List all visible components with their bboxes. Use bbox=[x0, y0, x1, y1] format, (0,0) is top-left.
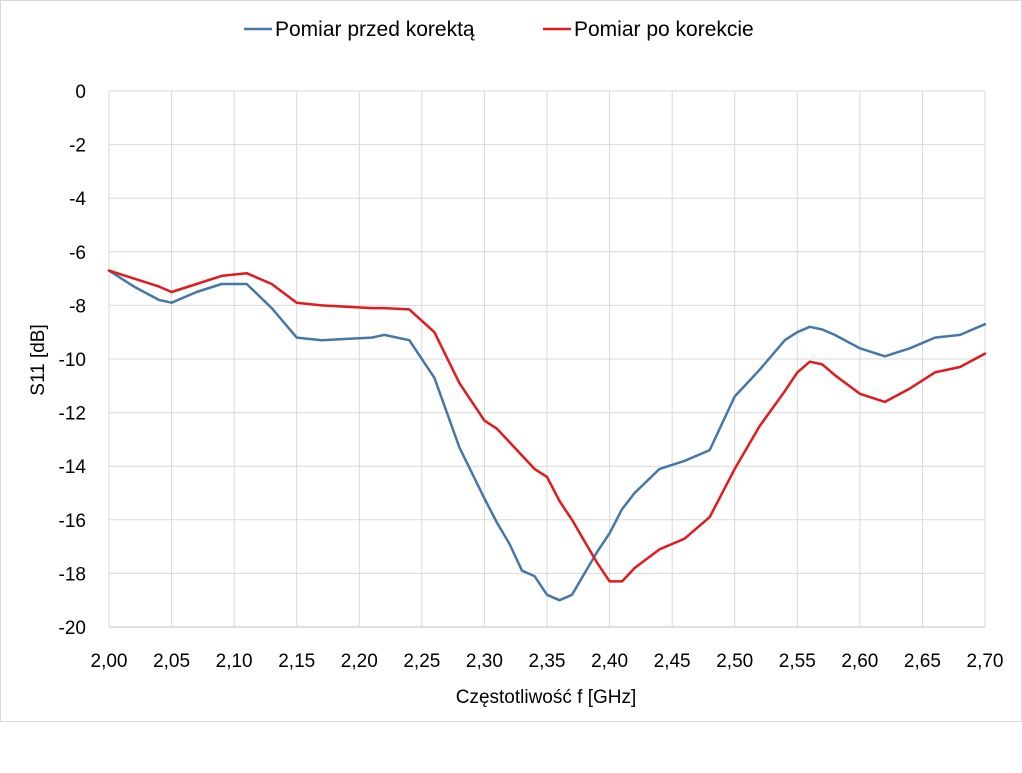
y-tick-label: -10 bbox=[59, 350, 86, 371]
x-tick-label: 2,25 bbox=[403, 651, 440, 672]
x-tick-label: 2,15 bbox=[278, 651, 315, 672]
grid bbox=[108, 90, 986, 628]
legend-label-series-2: Pomiar po korekcie bbox=[574, 18, 754, 41]
x-tick-label: 2,65 bbox=[904, 651, 941, 672]
y-tick-label: -12 bbox=[59, 404, 86, 425]
y-tick-label: -6 bbox=[69, 243, 86, 264]
x-axis-title: Częstotliwość f [GHz] bbox=[456, 687, 637, 708]
x-tick-label: 2,00 bbox=[91, 651, 128, 672]
x-tick-label: 2,50 bbox=[716, 651, 753, 672]
y-tick-label: -14 bbox=[59, 457, 87, 478]
x-tick-label: 2,10 bbox=[216, 651, 253, 672]
y-tick-label: -18 bbox=[59, 564, 86, 585]
y-tick-label: -16 bbox=[59, 511, 86, 532]
chart-frame bbox=[0, 0, 1022, 722]
x-tick-label: 2,35 bbox=[529, 651, 566, 672]
x-tick-label: 2,05 bbox=[153, 651, 190, 672]
series-line-2 bbox=[107, 269, 987, 583]
series-line-1 bbox=[107, 269, 987, 602]
x-tick-label: 2,40 bbox=[591, 651, 628, 672]
legend-label-series-1: Pomiar przed korektą bbox=[275, 18, 475, 41]
y-axis-ticks: 0 -2 -4 -6 -8 -10 -12 -14 -16 -18 -20 bbox=[59, 82, 87, 639]
y-tick-label: -8 bbox=[69, 296, 86, 317]
y-tick-label: -2 bbox=[69, 136, 86, 157]
y-tick-label: -4 bbox=[69, 189, 86, 210]
x-tick-label: 2,60 bbox=[841, 651, 878, 672]
x-axis-ticks: 2,00 2,05 2,10 2,15 2,20 2,25 2,30 2,35 2,40 2,45… bbox=[91, 651, 1004, 672]
y-tick-label: 0 bbox=[75, 82, 86, 103]
x-tick-label: 2,55 bbox=[779, 651, 816, 672]
y-axis-title: S11 [dB] bbox=[28, 324, 49, 395]
y-tick-label: -20 bbox=[59, 618, 86, 639]
x-tick-label: 2,20 bbox=[341, 651, 378, 672]
x-tick-label: 2,45 bbox=[654, 651, 691, 672]
legend: Pomiar przed korektą Pomiar po korekcie bbox=[244, 18, 754, 41]
series-layer bbox=[107, 269, 987, 602]
x-tick-label: 2,70 bbox=[967, 651, 1004, 672]
x-tick-label: 2,30 bbox=[466, 651, 503, 672]
